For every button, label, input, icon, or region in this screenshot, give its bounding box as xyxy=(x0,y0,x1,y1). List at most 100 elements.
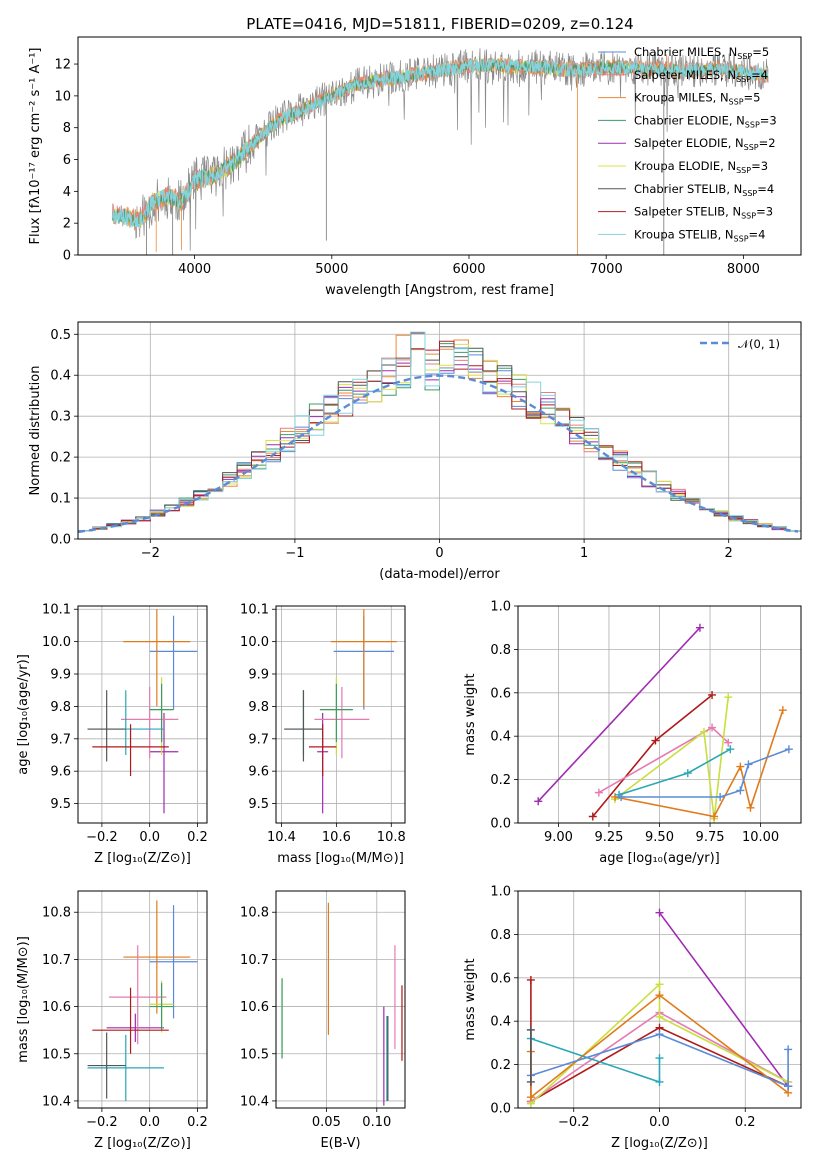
mass-weight-marker xyxy=(784,1045,793,1054)
y-tick-label: 9.7 xyxy=(248,732,269,747)
y-tick-label: 9.8 xyxy=(248,700,269,715)
mass-weight-marker xyxy=(736,786,745,795)
y-tick-label: 10.0 xyxy=(240,635,269,650)
x-tick-label: 0.2 xyxy=(187,1115,208,1130)
mass-weight-marker xyxy=(716,792,725,801)
mass_vs_z-plot-area xyxy=(87,900,198,1101)
mass-weight-line xyxy=(530,982,789,1105)
mass-weight-marker xyxy=(708,690,717,699)
y-tick-label: 10.6 xyxy=(240,1000,269,1015)
x-tick-label: 8000 xyxy=(727,262,760,277)
x-tick-label: 0.2 xyxy=(735,1115,756,1130)
age_vs_mass-axes: 10.4 10.6 10.8 9.5 9.6 9.7 9.8 9.9 10.0 10.1 xyxy=(240,603,406,845)
mass-weight-marker xyxy=(526,1093,535,1102)
mass-weight-marker xyxy=(655,991,664,1000)
mass-weight-marker xyxy=(617,792,626,801)
age_vs_z-x-axis-label: Z [log₁₀(Z/Z⊙)] xyxy=(94,851,191,866)
figure-title: PLATE=0416, MJD=51811, FIBERID=0209, z=0… xyxy=(246,15,633,33)
mass-weight-marker xyxy=(744,760,753,769)
mass-weight-marker xyxy=(778,706,787,715)
y-tick-label: 9.9 xyxy=(248,668,269,683)
mass-weight-marker xyxy=(655,1077,664,1086)
y-tick-label: 0.4 xyxy=(490,1015,511,1030)
mass-weight-marker xyxy=(724,738,733,747)
mass-weight-marker xyxy=(683,769,692,778)
mass_vs_ebv-x-axis-label: E(B-V) xyxy=(320,1136,360,1151)
y-tick-label: 0.2 xyxy=(490,1058,511,1073)
mass-weight-line xyxy=(530,1033,789,1088)
x-tick-label: 10.4 xyxy=(267,830,296,845)
residuals-frame xyxy=(77,321,802,540)
mass-weight-line xyxy=(537,627,701,802)
mass_weight_vs_age-y-axis-label: mass weight xyxy=(463,673,478,755)
y-tick-label: 0.8 xyxy=(490,643,511,658)
y-tick-label: 9.5 xyxy=(50,797,71,812)
y-tick-label: 0.6 xyxy=(490,686,511,701)
x-tick-label: 10.8 xyxy=(377,830,406,845)
y-tick-label: 10.5 xyxy=(240,1047,269,1062)
age_vs_z-frame xyxy=(77,605,208,824)
legend-entry: Kroupa STELIB, NSSP=4 xyxy=(634,227,765,243)
mass_weight_vs_age-plot-area xyxy=(534,623,793,823)
spectrum-axes: 4000 5000 6000 7000 8000 0 2 4 6 8 10 12 xyxy=(54,58,759,277)
mass_vs_z-y-axis-label: mass [log₁₀(M/M⊙)] xyxy=(16,936,31,1063)
y-tick-label: 0.0 xyxy=(490,1102,511,1117)
x-tick-label: 1 xyxy=(580,546,588,561)
x-tick-label: 0.0 xyxy=(139,830,160,845)
y-tick-label: 0 xyxy=(63,249,71,264)
y-tick-label: 0.0 xyxy=(50,533,71,548)
mass-weight-marker xyxy=(699,727,708,736)
y-tick-label: 10.8 xyxy=(42,906,71,921)
mass-weight-line xyxy=(621,748,790,798)
y-tick-label: 10.5 xyxy=(42,1047,71,1062)
mass_weight_vs_z-x-axis-label: Z [log₁₀(Z/Z⊙)] xyxy=(611,1136,708,1151)
spectrum-plot-area xyxy=(111,48,769,255)
y-tick-label: 10.7 xyxy=(42,953,71,968)
y-tick-label: 0.1 xyxy=(50,492,71,507)
mass-weight-marker xyxy=(526,1025,535,1034)
y-tick-label: 0.6 xyxy=(490,971,511,986)
mass-weight-line xyxy=(658,912,789,1087)
x-tick-label: −0.2 xyxy=(86,1115,118,1130)
x-tick-label: 7000 xyxy=(590,262,623,277)
x-tick-label: 10.6 xyxy=(322,830,351,845)
y-tick-label: 10.1 xyxy=(240,603,269,618)
y-tick-label: 9.6 xyxy=(50,765,71,780)
x-tick-label: 10.00 xyxy=(742,830,779,845)
mass_vs_ebv-frame xyxy=(275,890,406,1109)
x-tick-label: 2 xyxy=(725,546,733,561)
x-tick-label: 9.75 xyxy=(696,830,725,845)
x-tick-label: −0.2 xyxy=(558,1115,590,1130)
mass-weight-marker xyxy=(594,788,603,797)
x-tick-label: 0 xyxy=(435,546,443,561)
residuals-axes: −2 −1 0 1 2 0.0 0.1 0.2 0.3 0.4 0.5 xyxy=(50,322,801,561)
mass_weight_vs_age-frame xyxy=(517,605,802,824)
legend-entry: Salpeter MILES, NSSP=4 xyxy=(634,68,768,84)
age_vs_mass-frame xyxy=(275,605,406,824)
mass-weight-line xyxy=(614,697,729,819)
mass-weight-marker xyxy=(655,1054,664,1063)
y-tick-label: 9.9 xyxy=(50,668,71,683)
x-tick-label: 9.00 xyxy=(544,830,573,845)
mass-weight-marker xyxy=(655,908,664,917)
legend-entry: Salpeter ELODIE, NSSP=2 xyxy=(634,136,776,152)
x-tick-label: 0.10 xyxy=(362,1115,391,1130)
histogram-step xyxy=(78,343,801,532)
mass_vs_z-x-axis-label: Z [log₁₀(Z/Z⊙)] xyxy=(94,1136,191,1151)
legend-entry: Chabrier STELIB, NSSP=4 xyxy=(634,182,774,198)
x-tick-label: 9.50 xyxy=(645,830,674,845)
y-tick-label: 10.0 xyxy=(42,635,71,650)
histogram-step xyxy=(78,332,801,532)
mass-weight-marker xyxy=(784,1082,793,1091)
spectrum-frame xyxy=(77,36,802,256)
x-tick-label: 4000 xyxy=(178,262,211,277)
y-tick-label: 9.5 xyxy=(248,797,269,812)
mass-weight-marker xyxy=(655,1030,664,1039)
mass-weight-line xyxy=(592,694,713,818)
mass-weight-marker xyxy=(526,1077,535,1086)
y-tick-label: 0.0 xyxy=(490,817,511,832)
y-tick-label: 9.6 xyxy=(248,765,269,780)
y-tick-label: 8 xyxy=(63,121,71,136)
mass-weight-marker xyxy=(655,980,664,989)
